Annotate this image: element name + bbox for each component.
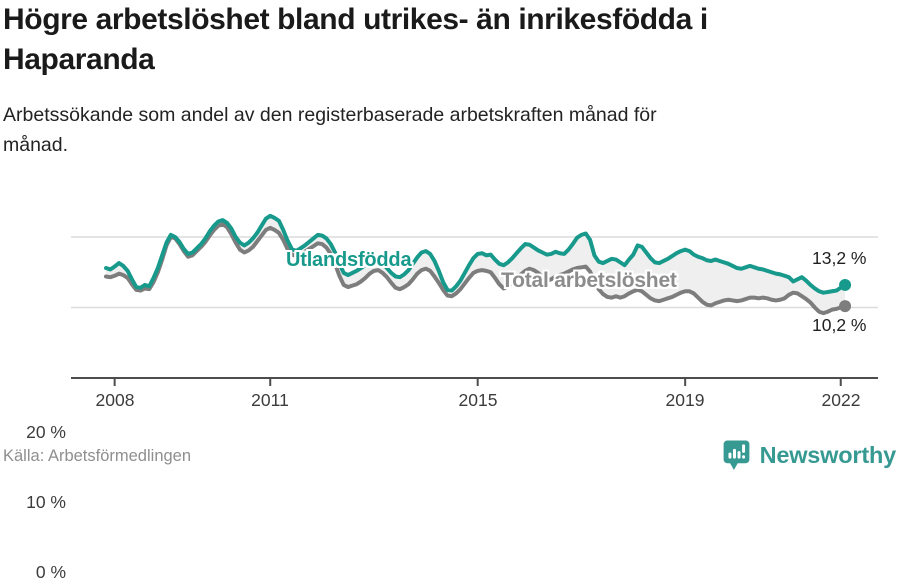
end-value-label-utlandsfodda: 13,2 % bbox=[812, 248, 867, 268]
x-axis-tick-label: 2011 bbox=[251, 390, 289, 410]
series-label-utlandsfodda: Utlandsfödda bbox=[286, 249, 412, 271]
x-axis-tick-label: 2015 bbox=[458, 390, 498, 410]
source-note: Källa: Arbetsförmedlingen bbox=[3, 447, 192, 465]
page-subtitle: Arbetssökande som andel av den registerb… bbox=[3, 104, 657, 156]
x-axis-tick-label: 2008 bbox=[95, 390, 135, 410]
newsworthy-logo[interactable]: Newsworthy bbox=[722, 438, 896, 472]
newsworthy-logo-text: Newsworthy bbox=[759, 441, 897, 468]
end-value-label-total: 10,2 % bbox=[812, 315, 867, 335]
x-axis-tick-label: 2019 bbox=[665, 390, 705, 410]
page-title: Högre arbetslöshet bland utrikes- än inr… bbox=[3, 3, 708, 76]
x-axis-tick-label: 2022 bbox=[821, 390, 861, 410]
y-axis-tick-label: 0 % bbox=[35, 562, 66, 582]
y-axis-tick-label: 10 % bbox=[26, 492, 66, 512]
newsworthy-bubble-chart-icon bbox=[722, 439, 751, 472]
unemployment-line-chart: 20 % 10 % 0 % 2008 2011 2015 2019 2022 U… bbox=[0, 195, 900, 582]
y-axis-tick-label: 20 % bbox=[26, 422, 66, 442]
series-label-total: Total arbetslöshet bbox=[501, 269, 677, 292]
chart-plot-area bbox=[71, 213, 878, 386]
